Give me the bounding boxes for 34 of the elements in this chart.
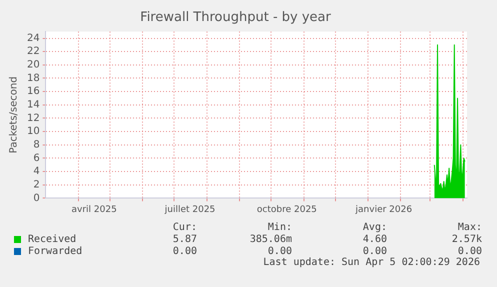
y-tick-label: 24: [26, 32, 40, 44]
y-axis-title: Packets/second: [8, 76, 20, 154]
legend-label: Received: [28, 234, 76, 244]
y-tick-label: 0: [33, 192, 40, 204]
chart-title: Firewall Throughput - by year: [140, 10, 332, 26]
text: Avg:: [362, 222, 387, 233]
text: 0.00: [172, 246, 197, 256]
y-tick-label: 18: [26, 72, 40, 84]
text: 385.06m: [248, 234, 292, 244]
text: Max:: [456, 222, 482, 233]
y-tick-label: 14: [26, 100, 40, 110]
x-tick-label: octobre 2025: [256, 204, 317, 215]
text: 5.87: [172, 234, 197, 244]
x-tick-label: juillet 2025: [164, 204, 216, 215]
y-tick-label: 16: [26, 86, 40, 98]
text: 0.00: [266, 246, 292, 256]
y-tick-label: 6: [33, 152, 40, 164]
text: 2.57k: [450, 234, 482, 244]
y-tick-label: 10: [26, 126, 40, 138]
x-tick-label: avril 2025: [72, 204, 117, 215]
y-tick-label: 12: [26, 112, 40, 124]
text: 4.60: [362, 234, 387, 244]
text: Min:: [266, 222, 292, 233]
text: Last update: Sun Apr 5 02:00:29 2026: [262, 257, 481, 268]
y-tick-label: 2: [33, 179, 40, 190]
text: 0.00: [362, 246, 387, 256]
legend-label: Forwarded: [28, 246, 82, 256]
y-tick-label: 8: [33, 139, 40, 150]
y-tick-label: 4: [33, 166, 40, 178]
text: 0.00: [456, 246, 482, 256]
text: Cur:: [172, 222, 197, 233]
y-tick-label: 22: [26, 46, 40, 58]
x-tick-label: janvier 2026: [354, 204, 412, 215]
y-tick-label: 20: [26, 60, 40, 71]
